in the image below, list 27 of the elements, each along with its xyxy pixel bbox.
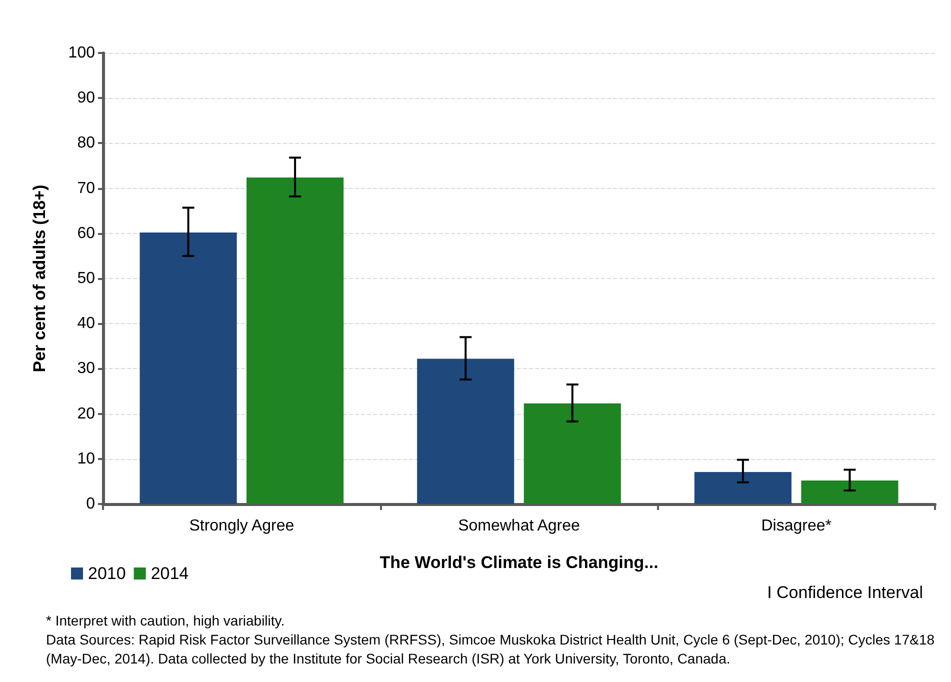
bar [140, 232, 237, 504]
y-axis-title: Per cent of adults (18+) [30, 184, 49, 372]
y-tick-label: 100 [68, 44, 96, 62]
y-tick-label: 70 [77, 180, 96, 197]
x-axis-title: The World's Climate is Changing... [380, 553, 658, 572]
y-tick-label: 90 [77, 90, 96, 107]
y-tick-label: 30 [77, 360, 96, 378]
y-tick-label: 50 [77, 270, 96, 287]
y-tick-label: 10 [77, 450, 96, 468]
text: * Interpret with caution, high variability. [46, 612, 285, 628]
x-tick-label: Disagree* [761, 518, 832, 534]
x-tick-label: Strongly Agree [189, 518, 294, 534]
bar [417, 358, 514, 504]
y-tick-label: 80 [77, 134, 96, 152]
bar [801, 480, 898, 504]
legend-label: 2014 [150, 564, 189, 583]
bar [246, 177, 344, 504]
text: Data Sources: Rapid Risk Factor Surveillance System (RRFSS), Simcoe Muskoka District Health Unit, Cycle 6 (Sept-Dec, 2010); Cycles 17&18 (May-Dec, 2014). Data collected by the Institute for Social Research (ISR) at York University, Toronto, Canada. [46, 632, 938, 666]
y-tick-label: 60 [77, 224, 96, 242]
text: I Confidence Interval [767, 583, 923, 602]
y-tick-label: 40 [77, 315, 96, 332]
x-tick-label: Somewhat Agree [458, 518, 580, 534]
bar [524, 403, 621, 504]
y-tick-label: 0 [86, 496, 96, 512]
legend-label: 2010 [88, 564, 126, 583]
y-tick-label: 20 [77, 405, 96, 422]
bar [694, 472, 792, 504]
